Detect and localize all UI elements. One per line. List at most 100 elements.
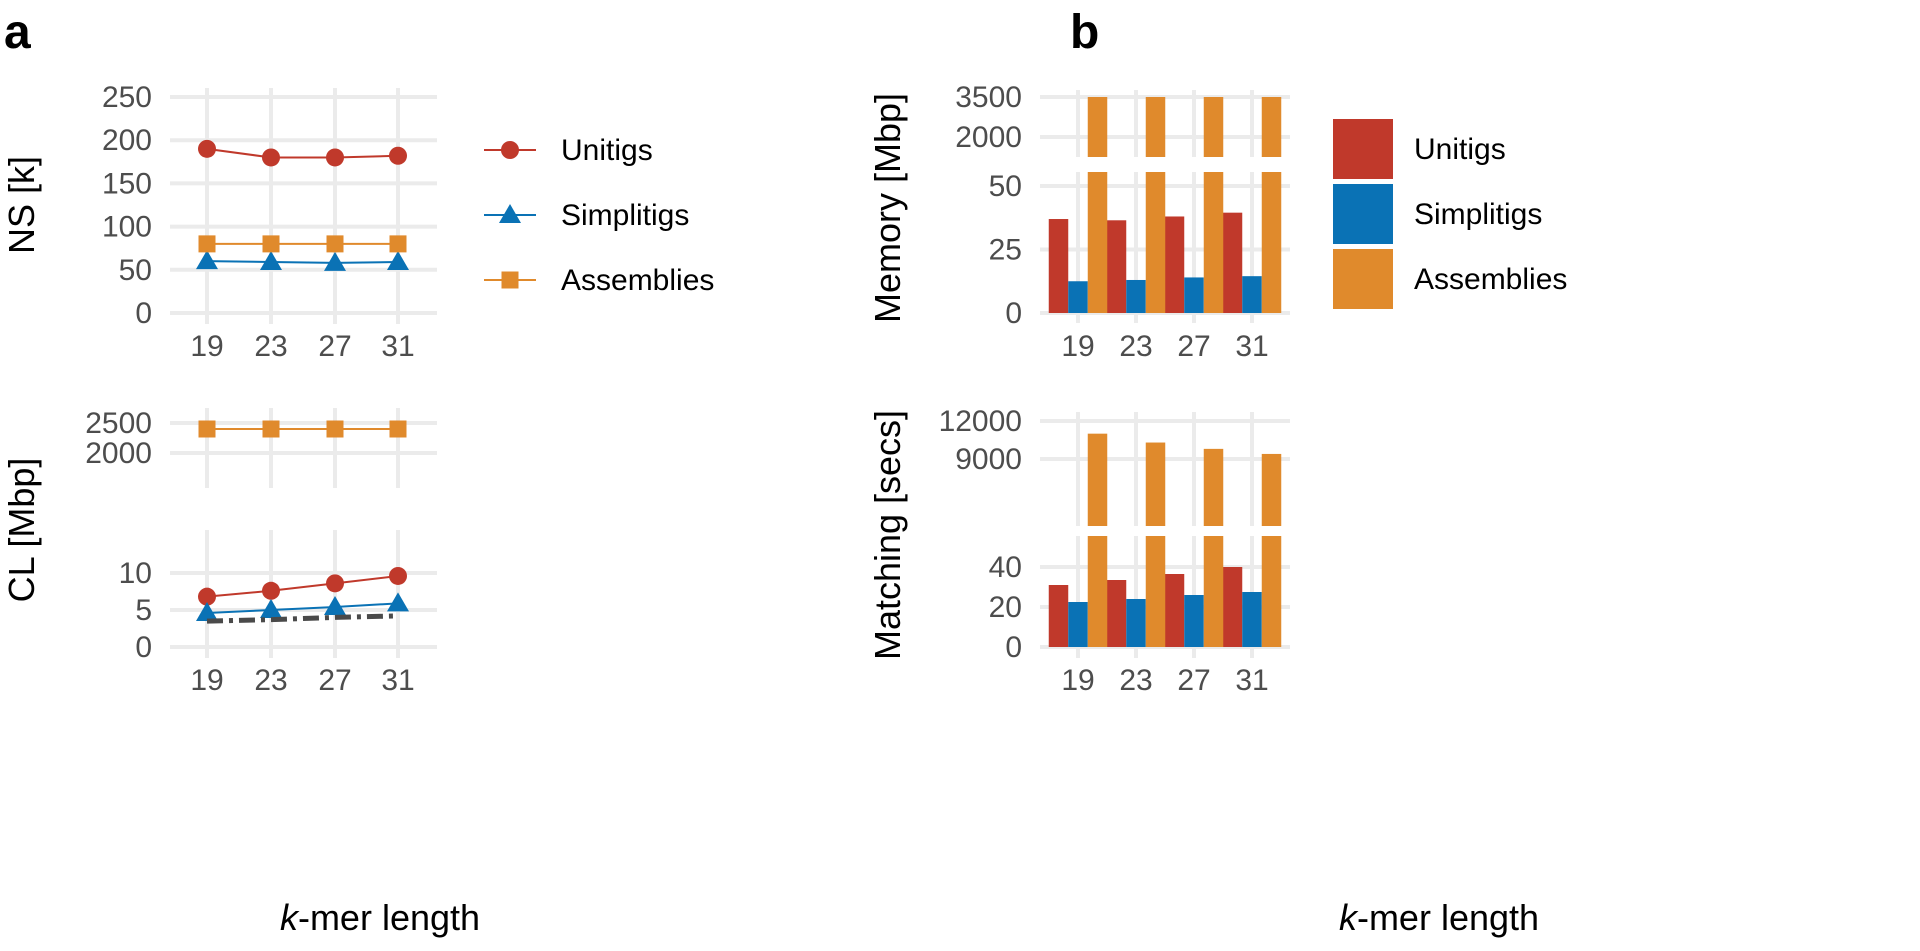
- bar-assemblies-upper: [1145, 97, 1166, 157]
- point-simplitigs: [196, 250, 218, 270]
- point-unitigs: [326, 574, 344, 593]
- point-simplitigs: [260, 599, 282, 618]
- bar-assemblies-upper: [1203, 97, 1224, 157]
- point-unitigs: [262, 148, 280, 167]
- bar-simplitigs: [1126, 599, 1146, 647]
- bar-assemblies: [1261, 536, 1282, 647]
- reference-line: [206, 613, 399, 624]
- bar-assemblies-upper: [1087, 97, 1108, 157]
- point-unitigs: [389, 566, 407, 585]
- y-tick-label: 250: [102, 81, 152, 114]
- x-tick-label: 27: [1177, 664, 1210, 697]
- bar-simplitigs: [1184, 595, 1204, 647]
- y-axis-title: NS [k]: [1, 156, 42, 254]
- y-axis-title: Matching [secs]: [867, 410, 908, 660]
- x-axis-title-a: k-mer length: [280, 897, 480, 938]
- point-assemblies: [389, 235, 407, 253]
- bar-assemblies: [1087, 536, 1108, 647]
- point-simplitigs: [196, 601, 218, 621]
- chart-memory: 2000 3500 0 25 50 19 23 27 31 Memory [Mbp]: [867, 81, 1290, 363]
- point-assemblies: [326, 235, 344, 253]
- series-line-simplitigs: [206, 602, 399, 614]
- y-tick-label: 50: [119, 254, 152, 287]
- x-tick-label: 27: [1177, 330, 1210, 363]
- bar-unitigs: [1106, 580, 1127, 647]
- x-tick-label: 19: [1061, 330, 1094, 363]
- bar-assemblies-upper: [1261, 97, 1282, 157]
- point-simplitigs: [260, 251, 282, 271]
- point-simplitigs: [387, 592, 409, 612]
- chart-matching: 9000 12000 0 20 40 19 23 27 31 Matching [secs]: [867, 405, 1290, 697]
- series-line-simplitigs: [206, 260, 399, 264]
- point-assemblies: [262, 235, 280, 253]
- x-tick-label: 31: [1235, 664, 1268, 697]
- bar-assemblies-upper: [1261, 453, 1282, 526]
- x-axis-title-b: k-mer length: [1339, 897, 1539, 938]
- x-tick-label: 31: [1235, 330, 1268, 363]
- y-axis-title: Memory [Mbp]: [867, 93, 908, 323]
- legend-swatch: [1333, 119, 1393, 179]
- y-tick-label: 2000: [955, 121, 1022, 154]
- y-tick-label: 0: [1005, 631, 1022, 664]
- bar-simplitigs: [1126, 279, 1146, 313]
- legend-b: Unitigs Simplitigs Assemblies: [1333, 119, 1567, 309]
- series-line-unitigs: [206, 574, 399, 598]
- x-tick-label: 31: [381, 330, 414, 363]
- y-tick-label: 0: [135, 297, 152, 330]
- y-tick-label: 50: [989, 170, 1022, 203]
- legend-swatch: [1333, 184, 1393, 244]
- y-tick-label: 0: [135, 631, 152, 664]
- y-tick-label: 2000: [85, 437, 152, 470]
- y-axis-title: CL [Mbp]: [1, 458, 42, 603]
- y-tick-label: 25: [989, 234, 1022, 267]
- legend-label: Unitigs: [561, 134, 653, 167]
- point-unitigs: [262, 581, 280, 600]
- y-tick-label: 0: [1005, 297, 1022, 330]
- legend-label: Simplitigs: [561, 199, 689, 232]
- bar-simplitigs: [1068, 602, 1088, 647]
- panel-label-a: a: [4, 6, 31, 59]
- point-unitigs: [389, 146, 407, 165]
- point-simplitigs: [324, 596, 346, 616]
- x-tick-label: 27: [318, 330, 351, 363]
- point-simplitigs: [387, 251, 409, 271]
- legend-key-marker: [501, 141, 519, 159]
- y-tick-label: 100: [102, 211, 152, 244]
- series-line-unitigs: [206, 147, 399, 159]
- y-tick-label: 200: [102, 124, 152, 157]
- x-tick-label: 19: [190, 330, 223, 363]
- bar-assemblies: [1203, 172, 1224, 313]
- bar-unitigs: [1164, 574, 1185, 647]
- bar-assemblies-upper: [1203, 448, 1224, 526]
- x-tick-label: 31: [381, 664, 414, 697]
- bar-assemblies: [1145, 536, 1166, 647]
- y-tick-label: 3500: [955, 81, 1022, 114]
- point-unitigs: [198, 139, 216, 158]
- x-tick-label: 19: [190, 664, 223, 697]
- bar-assemblies: [1261, 172, 1282, 313]
- bar-unitigs: [1048, 219, 1069, 313]
- y-tick-label: 2500: [85, 407, 152, 440]
- legend-label: Assemblies: [1414, 263, 1567, 296]
- bar-simplitigs: [1242, 592, 1262, 647]
- y-tick-label: 10: [119, 557, 152, 590]
- bar-simplitigs: [1184, 277, 1204, 313]
- legend-key-marker: [499, 204, 521, 223]
- bar-assemblies: [1203, 536, 1224, 647]
- chart-ns: 0 50 100 150 200 250 19 23 27 31 NS [k]: [1, 81, 437, 363]
- legend-key-marker: [501, 271, 519, 289]
- bar-simplitigs: [1068, 281, 1088, 313]
- point-unitigs: [198, 587, 216, 606]
- legend-a: Unitigs Simplitigs Assemblies: [484, 134, 714, 297]
- bar-assemblies-upper: [1145, 442, 1166, 526]
- x-tick-label: 23: [254, 330, 287, 363]
- bar-unitigs: [1106, 220, 1127, 313]
- point-assemblies: [198, 235, 216, 253]
- legend-label: Simplitigs: [1414, 198, 1542, 231]
- bar-unitigs: [1164, 216, 1185, 313]
- legend-label: Assemblies: [561, 264, 714, 297]
- bar-assemblies: [1087, 172, 1108, 313]
- bar-simplitigs: [1242, 276, 1262, 313]
- y-tick-label: 40: [989, 551, 1022, 584]
